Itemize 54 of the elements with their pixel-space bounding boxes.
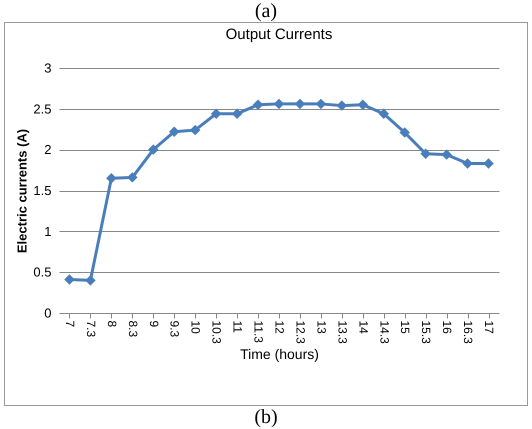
text: (a) [254,0,278,22]
x-axis-title: Time (hours) [240,346,319,362]
y-tick-label: 0.5 [33,264,52,280]
point [483,158,494,169]
y-tick-label: 1 [44,224,52,239]
text: (b) [253,406,279,428]
x-tick-label: 16 [440,320,454,334]
x-tick-label: 14.3 [377,320,392,344]
x-tick-label: 14 [356,320,370,334]
x-tick-label: 7 [62,320,77,328]
y-tick-label: 2.5 [33,101,52,116]
x-tick-label: 12.3 [293,320,308,344]
point [441,149,452,160]
point [462,158,473,169]
x-tick-label: 15 [398,320,412,334]
x-tick-label: 13.3 [335,320,350,344]
point [294,98,306,110]
point [210,108,222,119]
chart-title: Output Currents [226,26,332,43]
x-tick-label: 10 [188,320,203,334]
point [316,98,326,110]
y-axis-title: Electric currents (A) [14,128,30,254]
x-tick-label: 11.3 [252,320,266,344]
point [274,98,284,110]
x-tick-label: 15.3 [419,320,434,344]
x-tick-label: 13 [314,320,328,334]
x-tick-label: 9 [146,320,161,328]
point [148,144,159,155]
point [336,100,348,111]
x-tick-label: 12 [272,320,286,334]
y-tick-label: 1.5 [33,183,52,198]
point [85,275,96,286]
point [127,172,138,183]
point [399,127,410,138]
point [190,124,200,136]
y-tick-label: 0 [44,306,52,320]
y-tick-label: 2 [44,142,52,158]
x-tick-label: 16.3 [461,320,476,344]
x-tick-label: 17 [482,320,496,334]
x-tick-label: 9.3 [168,320,182,338]
point [106,173,117,184]
x-tick-label: 7.3 [84,320,98,338]
point [168,126,180,137]
point [232,108,242,119]
point [358,100,368,110]
x-tick-label: 10.3 [210,320,224,344]
x-tick-label: 8 [104,320,119,328]
x-tick-label: 8.3 [126,320,140,338]
point [64,274,75,285]
x-tick-label: 11 [230,320,245,334]
point [420,148,431,159]
point [378,108,390,119]
point [252,100,264,110]
y-tick-label: 3 [44,60,52,76]
